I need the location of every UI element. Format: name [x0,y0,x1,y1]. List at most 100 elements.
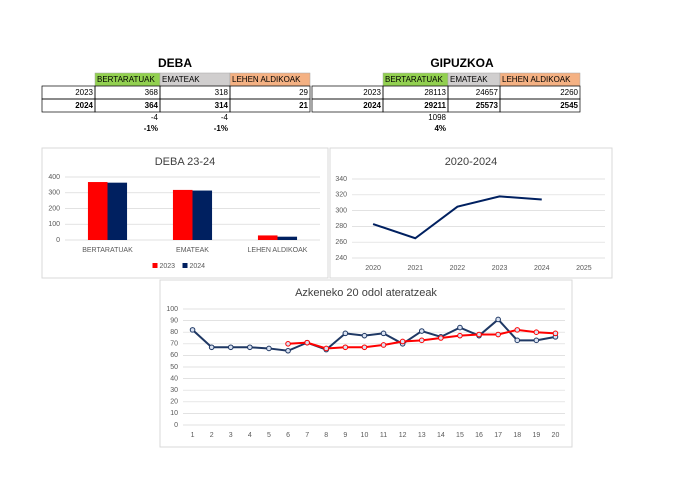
marker [227,344,234,351]
x-tick-label: 18 [513,432,521,439]
y-tick-label: 30 [170,387,178,394]
cell-value: 2260 [560,88,578,97]
marker [552,330,559,337]
cell-value: 29211 [424,101,446,110]
x-tick-label: 19 [532,432,540,439]
marker [304,339,310,346]
y-tick-label: 90 [170,317,178,324]
change-value: 1098 [428,113,446,122]
chart-title: DEBA 23-24 [155,156,216,168]
x-tick-label: 14 [437,432,445,439]
x-tick-label: 2022 [450,265,466,272]
line [372,195,542,240]
marker [514,327,521,333]
marker [495,316,501,323]
bar [192,190,213,240]
row-label: 2023 [363,88,381,97]
marker [208,344,215,351]
legend-label: 2024 [190,263,206,270]
x-tick-label: 3 [229,432,233,439]
row-label: 2024 [363,101,381,110]
cell-border [229,85,311,100]
x-tick-label: LEHEN ALDIKOAK [248,247,308,254]
marker [285,341,291,347]
change-value: -4 [151,113,159,122]
x-tick-label: 20 [552,432,560,439]
x-tick-label: 17 [494,432,502,439]
marker [476,331,482,338]
y-tick-label: 260 [335,239,347,246]
marker [380,342,387,348]
cell-value: 21 [299,101,308,110]
marker [399,338,406,345]
y-tick-label: 0 [56,237,60,244]
bar [87,182,108,240]
line [191,318,556,352]
cell-value: 2545 [560,101,578,110]
bar [277,236,298,240]
x-tick-label: 16 [475,432,483,439]
x-tick-label: 8 [324,432,328,439]
cell-value: 28113 [424,88,446,97]
x-tick-label: 2020 [365,265,381,272]
marker [247,344,253,351]
chart-title: 2020-2024 [445,156,498,168]
x-tick-label: 9 [343,432,347,439]
header-label: BERTARATUAK [97,75,155,84]
y-tick-label: 300 [335,207,347,214]
x-tick-label: 2021 [407,265,423,272]
change-value: -4 [221,113,229,122]
marker [189,327,196,333]
change-pct: -1% [214,124,228,133]
marker [457,324,463,331]
y-tick-label: 320 [335,192,347,199]
y-tick-label: 200 [48,205,60,212]
marker [266,345,272,352]
x-tick-label: EMATEAK [176,247,209,254]
cell-value: 25573 [476,101,499,110]
x-tick-label: 2 [210,432,214,439]
x-tick-label: BERTARATUAK [82,247,133,254]
marker [495,331,501,338]
y-tick-label: 100 [48,221,60,228]
header-label: EMATEAK [162,75,200,84]
marker [342,344,349,351]
y-tick-label: 280 [335,223,347,230]
cell-value: 314 [215,101,229,110]
bar [257,235,278,240]
y-tick-label: 50 [170,364,178,371]
x-tick-label: 1 [191,432,195,439]
y-tick-label: 80 [170,329,178,336]
marker [514,337,521,344]
x-tick-label: 4 [248,432,252,439]
header-label: EMATEAK [450,75,488,84]
marker [380,330,387,337]
x-tick-label: 5 [267,432,271,439]
x-tick-label: 12 [399,432,407,439]
chart-frame [329,147,613,279]
x-tick-label: 6 [286,432,290,439]
table-title: DEBA [158,56,192,70]
cell-value: 368 [145,88,159,97]
x-tick-label: 7 [305,432,309,439]
change-pct: -1% [144,124,158,133]
cell-value: 318 [215,88,229,97]
y-tick-label: 400 [48,174,60,181]
row-label: 2023 [75,88,93,97]
bar [107,182,128,240]
marker [323,345,330,352]
marker [418,337,425,344]
x-tick-label: 2025 [576,265,592,272]
x-tick-label: 2023 [492,265,508,272]
legend-swatch [182,263,188,268]
x-tick-label: 2024 [534,265,550,272]
marker [533,329,540,336]
x-tick-label: 11 [380,432,387,439]
chart-frame [159,279,573,448]
cell-border [229,98,311,113]
y-tick-label: 300 [48,190,60,197]
marker [533,337,540,344]
x-tick-label: 10 [361,432,369,439]
marker [418,328,425,334]
y-tick-label: 340 [335,176,347,183]
